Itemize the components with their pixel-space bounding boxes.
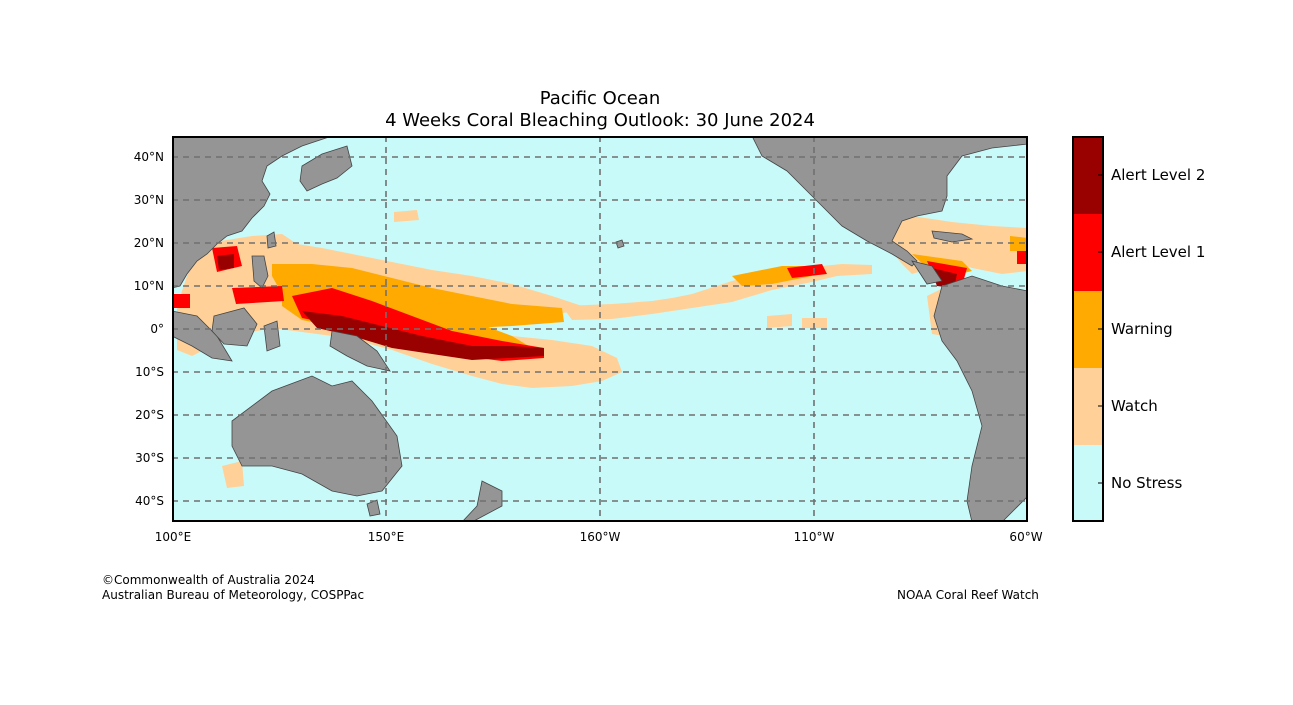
graticule — [172, 136, 1028, 522]
hawaii — [615, 239, 625, 249]
alert2-equatorial — [302, 311, 544, 360]
legend-label-warning: Warning — [1111, 320, 1173, 338]
map-title: Pacific Ocean — [539, 88, 661, 109]
australia — [231, 375, 403, 497]
alert1-south-china-sea — [232, 286, 284, 304]
watch-patch-north — [394, 210, 419, 222]
lat-label: 30°N — [133, 193, 164, 207]
alert1-sumatra — [172, 294, 190, 308]
sulawesi — [263, 320, 281, 352]
map-frame — [172, 136, 1028, 522]
lon-label: 110°W — [793, 530, 835, 544]
lat-label: 30°S — [135, 451, 164, 465]
source-text: NOAA Coral Reef Watch — [897, 588, 1039, 602]
lat-label: 40°S — [135, 494, 164, 508]
alert2-philippine-sea — [217, 254, 234, 270]
copyright-text: ©Commonwealth of Australia 2024 — [102, 573, 315, 587]
alert1-east-pacific — [787, 264, 827, 278]
central-america — [911, 260, 943, 285]
sumatra-java — [172, 310, 233, 362]
alert1-equatorial — [292, 288, 544, 361]
watch-west-australia — [222, 461, 244, 488]
lat-label: 20°N — [133, 236, 164, 250]
lat-label: 0° — [150, 322, 164, 336]
asia-mainland — [172, 136, 333, 289]
cuba — [931, 230, 974, 243]
lon-label: 60°W — [1009, 530, 1043, 544]
legend-label-watch: Watch — [1111, 397, 1158, 415]
philippines — [251, 255, 269, 289]
watch-patch-east-equator — [767, 314, 792, 328]
lon-label: 100°E — [154, 530, 192, 544]
legend-label-alert-level-1: Alert Level 1 — [1111, 243, 1206, 261]
lon-label: 160°W — [579, 530, 621, 544]
lon-label: 150°E — [367, 530, 405, 544]
borneo — [211, 307, 258, 347]
legend-colorbar — [1072, 136, 1104, 522]
legend-label-alert-level-2: Alert Level 2 — [1111, 166, 1206, 184]
land-masses — [172, 136, 1028, 522]
new-guinea — [329, 330, 391, 372]
map-subtitle: 4 Weeks Coral Bleaching Outlook: 30 June… — [385, 110, 815, 131]
taiwan — [266, 231, 277, 249]
legend-frame — [1072, 136, 1104, 522]
lat-label: 10°S — [135, 365, 164, 379]
bleaching-outlook-map — [172, 136, 1028, 522]
agency-text: Australian Bureau of Meteorology, COSPPa… — [102, 588, 365, 602]
legend-label-no-stress: No Stress — [1111, 474, 1183, 492]
lat-label: 10°N — [133, 279, 164, 293]
lat-label: 40°N — [133, 150, 164, 164]
alert1-caribbean-east — [1017, 251, 1028, 264]
lat-label: 20°S — [135, 408, 164, 422]
